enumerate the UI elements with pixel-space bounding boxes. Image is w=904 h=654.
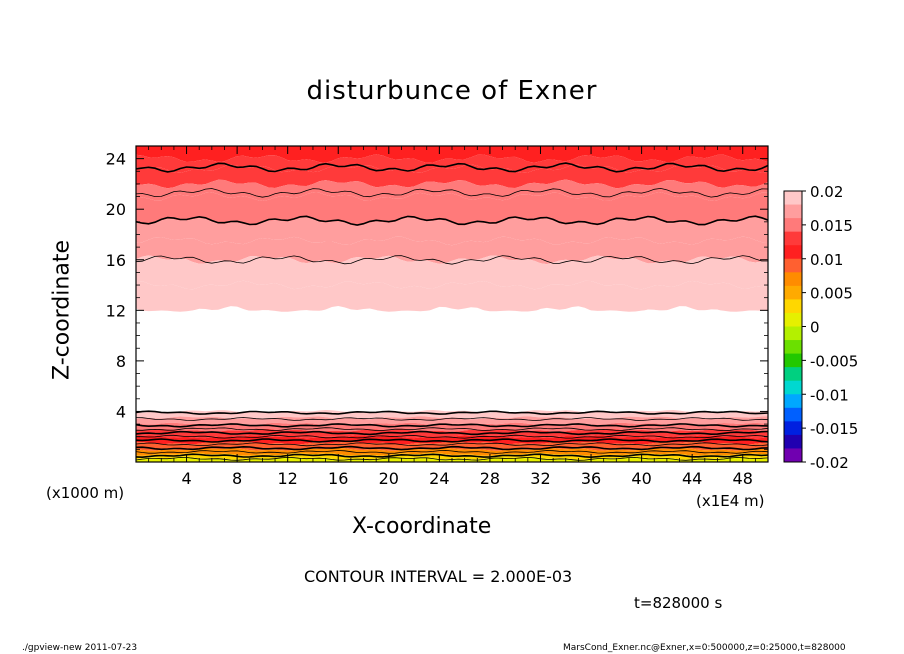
footer-right-text: MarsCond_Exner.nc@Exner,x=0:500000,z=0:2… (563, 643, 846, 653)
field-band (136, 255, 768, 290)
colorbar-label: -0.015 (810, 420, 858, 438)
colorbar-label: 0.015 (810, 217, 853, 235)
chart-title: disturbunce of Exner (306, 76, 598, 106)
y-axis-label: Z-coordinate (49, 240, 75, 380)
x-tick-label: 20 (379, 469, 399, 488)
colorbar-segment (784, 272, 802, 287)
colorbar-segment (784, 258, 802, 273)
field-band (136, 308, 768, 413)
colorbar-segment (784, 407, 802, 422)
colorbar-segment (784, 394, 802, 409)
contour-line (135, 445, 769, 451)
x-tick-label: 48 (733, 469, 753, 488)
x-multiplier-label: (x1E4 m) (696, 492, 765, 510)
y-tick-label: 4 (116, 402, 126, 421)
contour-line (135, 449, 769, 454)
colorbar-label: 0.005 (810, 285, 853, 303)
contour-line (135, 430, 769, 436)
colorbar-segment (784, 421, 802, 436)
field-band (136, 280, 768, 315)
colorbar-segment (784, 448, 802, 463)
colorbar-segment (784, 231, 802, 246)
x-tick-label: 32 (530, 469, 550, 488)
x-tick-label: 28 (480, 469, 500, 488)
y-tick-label: 20 (106, 200, 126, 219)
field-band (136, 416, 768, 426)
colorbar-label: -0.005 (810, 352, 858, 370)
x-tick-label: 24 (429, 469, 449, 488)
contour-line (135, 438, 769, 443)
colorbar-segment (784, 434, 802, 449)
x-tick-label: 4 (181, 469, 191, 488)
x-tick-label: 12 (278, 469, 298, 488)
time-note: t=828000 s (634, 594, 723, 612)
contour-line (135, 434, 769, 439)
colorbar-label: 0 (810, 319, 820, 337)
field-band (136, 236, 768, 265)
colorbar-segment (784, 340, 802, 355)
contour-line (135, 417, 769, 421)
field-band (136, 428, 768, 439)
contour-line (135, 187, 769, 198)
colorbar-segment (784, 367, 802, 382)
colorbar-label: 0.01 (810, 251, 843, 269)
x-unit-label: (x1000 m) (46, 484, 125, 502)
y-tick-label: 24 (106, 150, 126, 169)
colorbar-segment (784, 191, 802, 206)
x-tick-label: 44 (682, 469, 702, 488)
contour-interval-note: CONTOUR INTERVAL = 2.000E-03 (304, 567, 573, 586)
y-tick-label: 8 (116, 352, 126, 371)
field-band (136, 217, 768, 246)
x-tick-label: 16 (328, 469, 348, 488)
field-band (136, 179, 768, 201)
contour-line (135, 162, 769, 173)
x-axis-label: X-coordinate (352, 514, 492, 539)
colorbar-segment (784, 326, 802, 341)
y-tick-label: 16 (106, 251, 126, 270)
field-band (136, 192, 768, 227)
colorbar-segment (784, 380, 802, 395)
contour-line (135, 453, 769, 459)
colorbar-label: -0.02 (810, 454, 849, 472)
contour-line (135, 255, 768, 265)
colorbar-segment (784, 218, 802, 233)
contour-line (135, 215, 769, 226)
colorbar-segment (784, 285, 802, 300)
footer-left-text: ./gpview-new 2011-07-23 (22, 643, 138, 653)
colorbar-segment (784, 353, 802, 368)
x-tick-label: 40 (631, 469, 651, 488)
field-band (136, 435, 768, 445)
x-tick-label: 36 (581, 469, 601, 488)
y-tick-label: 12 (106, 301, 126, 320)
colorbar-segment (784, 204, 802, 219)
field-band (136, 447, 768, 456)
colorbar-segment (784, 312, 802, 327)
colorbar-segment (784, 299, 802, 314)
contour-line (135, 410, 769, 416)
colorbar-label: -0.01 (810, 386, 849, 404)
contour-line (135, 423, 769, 428)
colorbar-segment (784, 245, 802, 260)
x-tick-label: 8 (232, 469, 242, 488)
field-band (136, 146, 768, 163)
contour-line (135, 442, 769, 447)
contour-line (135, 427, 769, 432)
colorbar-label: 0.02 (810, 183, 843, 201)
